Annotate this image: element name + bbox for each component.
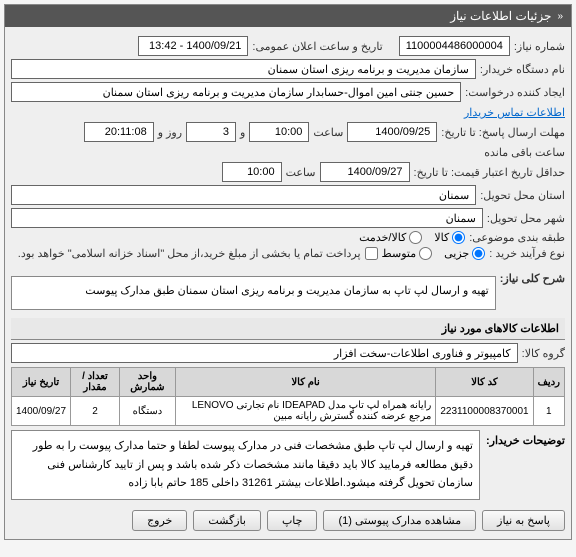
lbl-deadline: مهلت ارسال پاسخ: تا تاریخ: — [441, 126, 565, 139]
lbl-city: شهر محل تحویل: — [487, 212, 565, 225]
reply-button[interactable]: پاسخ به نیاز — [482, 510, 565, 531]
lbl-need-number: شماره نیاز: — [514, 40, 565, 53]
lbl-classification: طبقه بندی موضوعی: — [469, 231, 565, 244]
classification-radios: کالا کالا/خدمت — [359, 231, 465, 244]
lbl-requester: ایجاد کننده درخواست: — [465, 86, 565, 99]
need-details-panel: « جزئیات اطلاعات نیاز شماره نیاز: 110000… — [4, 4, 572, 540]
th-date: تاریخ نیاز — [12, 368, 71, 397]
val-validity-time: 10:00 — [222, 162, 282, 182]
td-qty: 2 — [71, 397, 120, 426]
lbl-buyer-org: نام دستگاه خریدار: — [480, 63, 565, 76]
td-date: 1400/09/27 — [12, 397, 71, 426]
buyer-note-row: توضیحات خریدار: تهیه و ارسال لپ تاپ طبق … — [11, 430, 565, 500]
th-qty: تعداد / مقدار — [71, 368, 120, 397]
val-general-desc: تهیه و ارسال لپ تاپ به سازمان مدیریت و ب… — [11, 276, 496, 310]
panel-header[interactable]: « جزئیات اطلاعات نیاز — [5, 5, 571, 27]
th-name: نام کالا — [175, 368, 435, 397]
radio-minor[interactable]: جزیی — [444, 247, 485, 260]
radio-goods-service-input[interactable] — [409, 231, 422, 244]
td-code: 2231100008370001 — [436, 397, 533, 426]
radio-medium-label: متوسط — [382, 247, 417, 260]
val-buyer-org: سازمان مدیریت و برنامه ریزی استان سمنان — [11, 59, 476, 79]
row-province: استان محل تحویل: سمنان — [11, 185, 565, 205]
lbl-day-and: روز و — [158, 126, 182, 139]
table-row: 1 2231100008370001 رایانه همراه لپ تاپ م… — [12, 397, 565, 426]
footer-buttons: پاسخ به نیاز مشاهده مدارک پیوستی (1) چاپ… — [11, 504, 565, 533]
radio-goods-service[interactable]: کالا/خدمت — [359, 231, 422, 244]
val-days-remain: 3 — [186, 122, 236, 142]
chevron-icon: « — [557, 11, 563, 22]
val-time-remain: 20:11:08 — [84, 122, 154, 142]
val-city: سمنان — [11, 208, 483, 228]
val-requester: حسین جنتی امین اموال-حسابدار سازمان مدیر… — [11, 82, 461, 102]
val-goods-group: کامپیوتر و فناوری اطلاعات-سخت افزار — [11, 343, 518, 363]
val-need-number: 1100004486000004 — [399, 36, 510, 56]
val-deadline-date: 1400/09/25 — [347, 122, 437, 142]
link-buyer-contact[interactable]: اطلاعات تماس خریدار — [464, 106, 565, 119]
panel-body: شماره نیاز: 1100004486000004 تاریخ و ساع… — [5, 27, 571, 539]
row-process-type: نوع فرآیند خرید : جزیی متوسط پرداخت تمام… — [11, 247, 565, 260]
lbl-province: استان محل تحویل: — [480, 189, 565, 202]
th-code: کد کالا — [436, 368, 533, 397]
back-button[interactable]: بازگشت — [193, 510, 261, 531]
radio-goods[interactable]: کالا — [434, 231, 465, 244]
print-button[interactable]: چاپ — [267, 510, 318, 531]
items-table: ردیف کد کالا نام کالا واحد شمارش تعداد /… — [11, 367, 565, 426]
row-deadline: مهلت ارسال پاسخ: تا تاریخ: 1400/09/25 سا… — [11, 122, 565, 159]
row-general-desc: شرح کلی نیاز: تهیه و ارسال لپ تاپ به ساز… — [11, 272, 565, 314]
th-unit: واحد شمارش — [119, 368, 175, 397]
radio-medium[interactable]: متوسط — [382, 247, 433, 260]
th-row: ردیف — [533, 368, 564, 397]
val-buyer-note: تهیه و ارسال لپ تاپ طبق مشخصات فنی در مد… — [11, 430, 480, 500]
row-need-number: شماره نیاز: 1100004486000004 تاریخ و ساع… — [11, 36, 565, 56]
row-requester: ایجاد کننده درخواست: حسین جنتی امین اموا… — [11, 82, 565, 119]
val-validity-date: 1400/09/27 — [320, 162, 410, 182]
close-button[interactable]: خروج — [132, 510, 187, 531]
row-classification: طبقه بندی موضوعی: کالا کالا/خدمت — [11, 231, 565, 244]
checkbox-treasury[interactable] — [365, 247, 378, 260]
row-price-validity: حداقل تاریخ اعتبار قیمت: تا تاریخ: 1400/… — [11, 162, 565, 182]
val-province: سمنان — [11, 185, 476, 205]
lbl-process-type: نوع فرآیند خرید : — [489, 247, 565, 260]
td-unit: دستگاه — [119, 397, 175, 426]
lbl-hour2: ساعت — [286, 166, 316, 179]
td-name: رایانه همراه لپ تاپ مدل IDEAPAD نام تجار… — [175, 397, 435, 426]
section-items-title: اطلاعات کالاهای مورد نیاز — [11, 318, 565, 340]
radio-minor-input[interactable] — [472, 247, 485, 260]
lbl-hour1: ساعت — [313, 126, 343, 139]
lbl-remain: ساعت باقی مانده — [484, 146, 565, 159]
radio-goods-service-label: کالا/خدمت — [359, 231, 406, 244]
lbl-price-validity: حداقل تاریخ اعتبار قیمت: تا تاریخ: — [414, 166, 565, 179]
radio-medium-input[interactable] — [419, 247, 432, 260]
val-announce-dt: 1400/09/21 - 13:42 — [138, 36, 248, 56]
row-goods-group: گروه کالا: کامپیوتر و فناوری اطلاعات-سخت… — [11, 343, 565, 363]
view-attachments-button[interactable]: مشاهده مدارک پیوستی (1) — [323, 510, 476, 531]
lbl-treasury-note: پرداخت تمام یا بخشی از مبلغ خرید،از محل … — [18, 247, 361, 260]
radio-goods-label: کالا — [434, 231, 449, 244]
radio-minor-label: جزیی — [444, 247, 469, 260]
lbl-buyer-note: توضیحات خریدار: — [486, 430, 565, 500]
row-city: شهر محل تحویل: سمنان — [11, 208, 565, 228]
lbl-announce-dt: تاریخ و ساعت اعلان عمومی: — [252, 40, 382, 53]
lbl-and: و — [240, 126, 245, 139]
table-header-row: ردیف کد کالا نام کالا واحد شمارش تعداد /… — [12, 368, 565, 397]
val-deadline-time: 10:00 — [249, 122, 309, 142]
lbl-goods-group: گروه کالا: — [522, 347, 565, 360]
treasury-note: پرداخت تمام یا بخشی از مبلغ خرید،از محل … — [18, 247, 378, 260]
row-buyer-org: نام دستگاه خریدار: سازمان مدیریت و برنام… — [11, 59, 565, 79]
panel-title: جزئیات اطلاعات نیاز — [450, 9, 551, 23]
process-radios: جزیی متوسط — [382, 247, 486, 260]
td-row: 1 — [533, 397, 564, 426]
radio-goods-input[interactable] — [452, 231, 465, 244]
lbl-general-desc: شرح کلی نیاز: — [500, 272, 565, 285]
